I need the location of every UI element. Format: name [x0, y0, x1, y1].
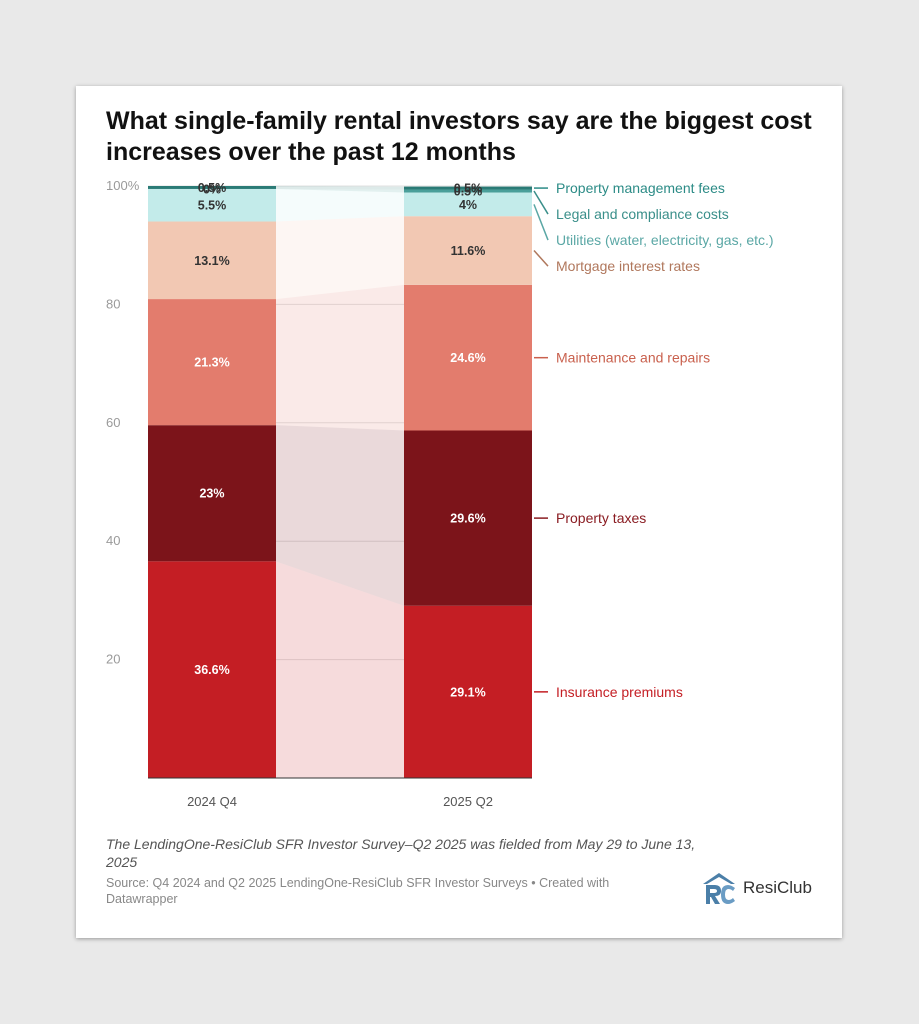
connector-band	[276, 188, 404, 222]
resiclub-logo[interactable]: ResiClub	[701, 870, 831, 906]
legend-label: Property management fees	[556, 180, 725, 196]
bar-segment	[404, 605, 532, 778]
connector-band	[276, 216, 404, 300]
y-tick-label: 60	[106, 415, 120, 430]
chart-note: The LendingOne-ResiClub SFR Investor Sur…	[106, 836, 696, 870]
connector-band	[276, 188, 404, 193]
data-label: 13.1%	[194, 254, 229, 268]
data-label: 0%	[203, 182, 221, 196]
data-label: 23%	[199, 487, 224, 501]
data-label: 0.5%	[454, 185, 483, 199]
data-label: 5.5%	[198, 199, 227, 213]
data-label: 11.6%	[451, 244, 486, 258]
connector-band	[276, 425, 404, 606]
x-tick-label: 2024 Q4	[187, 794, 237, 809]
connector-band	[276, 284, 404, 431]
connector-band	[276, 186, 404, 190]
bar-segment	[404, 284, 532, 431]
connector-band	[276, 561, 404, 778]
bar-segment	[404, 192, 532, 217]
bar-segment	[404, 430, 532, 606]
bar-segment	[404, 186, 532, 190]
legend-leader-line	[533, 250, 549, 267]
y-tick-label: 20	[106, 652, 120, 667]
legend-label: Legal and compliance costs	[556, 206, 729, 222]
chart-title: What single-family rental investors say …	[106, 107, 812, 166]
bar-segment	[148, 186, 276, 189]
legend-label: Utilities (water, electricity, gas, etc.…	[556, 232, 774, 248]
legend-leader-line	[533, 204, 549, 241]
data-label: 36.6%	[194, 663, 229, 677]
legend-label: Property taxes	[556, 510, 646, 526]
legend-label: Maintenance and repairs	[556, 350, 710, 366]
data-label: 21.3%	[194, 356, 229, 370]
data-label: 24.6%	[450, 351, 485, 365]
resiclub-logo-text: ResiClub	[743, 878, 812, 897]
bar-segment	[148, 299, 276, 426]
legend-label: Insurance premiums	[556, 684, 683, 700]
resiclub-logo-icon	[703, 873, 735, 904]
y-tick-label: 40	[106, 533, 120, 548]
data-label: 4%	[459, 198, 477, 212]
x-tick-label: 2025 Q2	[443, 794, 493, 809]
chart-card: What single-family rental investors say …	[76, 86, 842, 938]
bar-segment	[404, 216, 532, 285]
y-tick-label: 80	[106, 296, 120, 311]
data-label: 0.5%	[198, 181, 227, 195]
legend-leader-line	[533, 190, 549, 215]
data-label: 29.1%	[450, 685, 485, 699]
bar-segment	[148, 561, 276, 778]
chart-source: Source: Q4 2024 and Q2 2025 LendingOne-R…	[106, 876, 610, 906]
bar-segment	[148, 425, 276, 562]
data-label: 29.6%	[450, 512, 485, 526]
data-label: 0.5%	[454, 182, 483, 196]
y-tick-label: 100%	[106, 178, 140, 193]
bar-segment	[148, 188, 276, 222]
legend-label: Mortgage interest rates	[556, 258, 700, 274]
stacked-bar-chart: 20 40 60 80 100% 36.6% 29.1% 23% 29.6% 21.3% 24.6%…	[106, 178, 774, 809]
bar-segment	[404, 189, 532, 193]
bar-segment	[148, 221, 276, 300]
